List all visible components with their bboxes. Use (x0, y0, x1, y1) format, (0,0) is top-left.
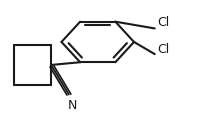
Text: N: N (68, 99, 77, 112)
Text: Cl: Cl (157, 16, 169, 29)
Text: Cl: Cl (157, 43, 169, 56)
